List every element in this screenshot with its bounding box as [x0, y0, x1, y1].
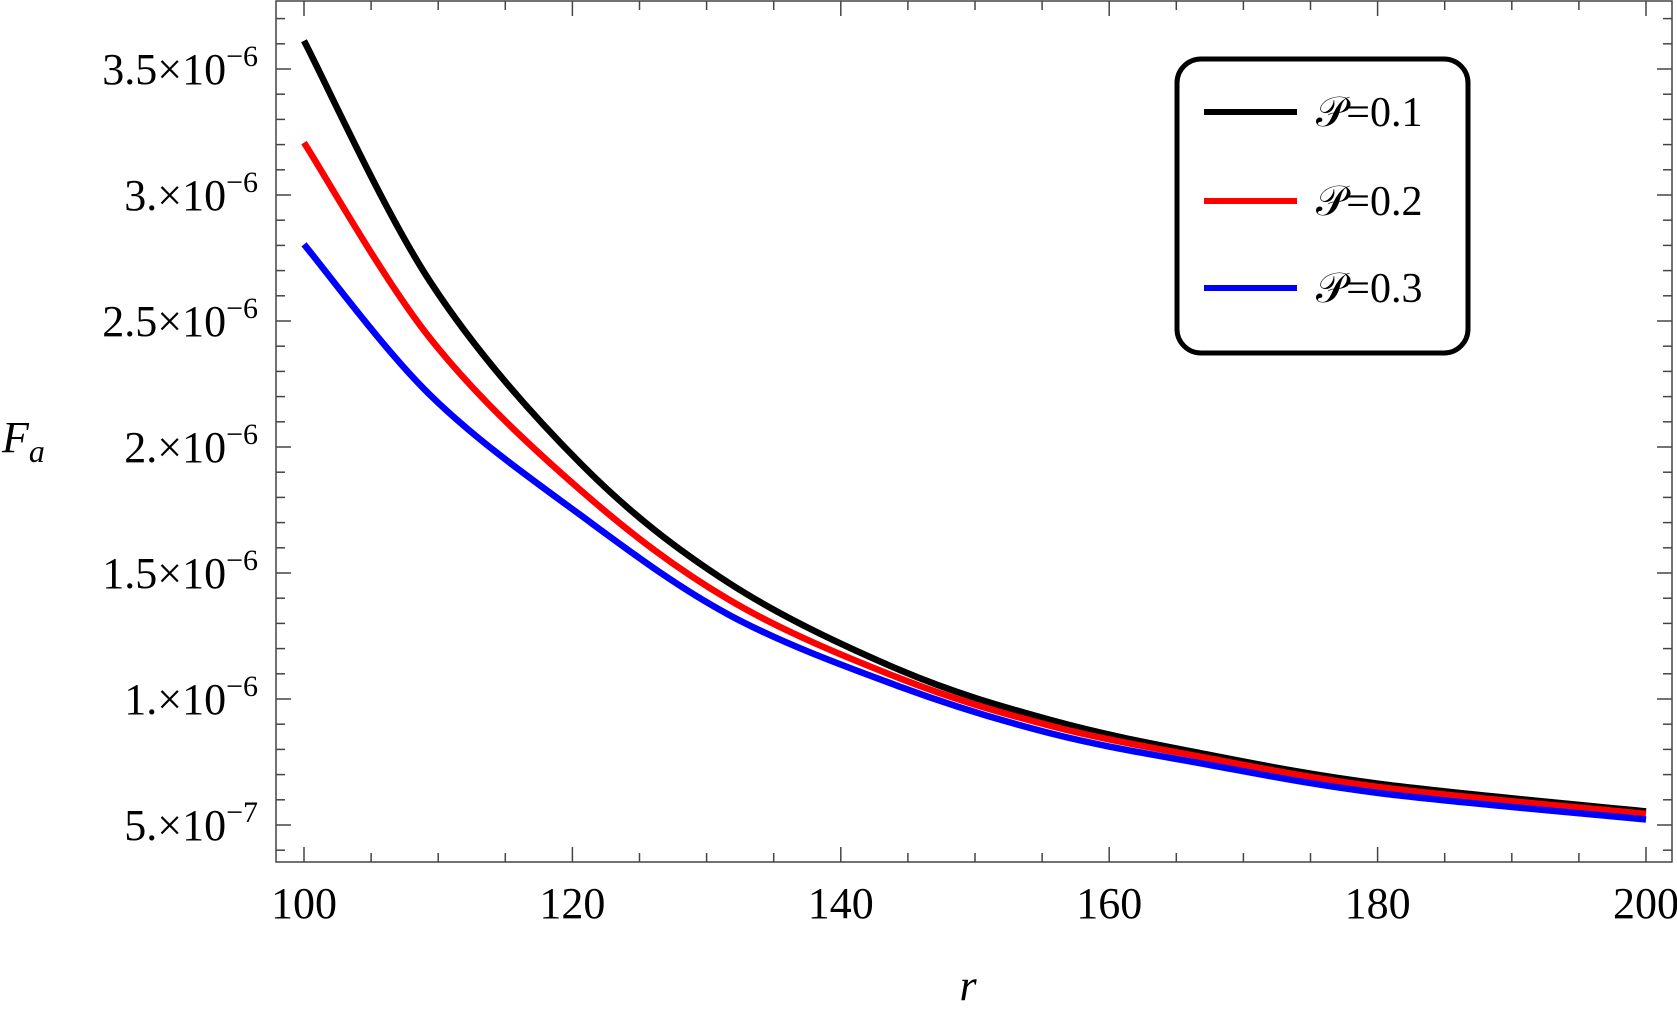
x-tick-label: 200 [1613, 879, 1677, 928]
y-tick-exponent: −7 [226, 796, 258, 829]
legend: 𝒫=0.1 𝒫=0.2 𝒫=0.3 [1174, 56, 1471, 356]
y-tick-label: 3.5×10−6 [102, 40, 258, 94]
y-tick-mantissa: 5. [124, 801, 157, 850]
y-axis-title-main: F [1, 413, 30, 462]
y-axis-title: Fa [1, 413, 45, 469]
legend-item: 𝒫=0.3 [1204, 266, 1422, 312]
y-tick-label: 1.5×10−6 [102, 544, 258, 598]
y-tick-mantissa: 1.5 [102, 549, 157, 598]
y-tick-times: ×10 [157, 297, 226, 346]
y-tick-exponent: −6 [226, 418, 258, 451]
x-tick-label: 160 [1076, 879, 1142, 928]
y-tick-mantissa: 2.5 [102, 297, 157, 346]
legend-label: 𝒫=0.1 [1316, 90, 1422, 136]
y-tick-exponent: −6 [226, 292, 258, 325]
legend-label: 𝒫=0.2 [1316, 179, 1422, 225]
y-tick-times: ×10 [157, 423, 226, 472]
y-tick-label: 2.5×10−6 [102, 292, 258, 346]
y-tick-times: ×10 [157, 675, 226, 724]
series-lines [301, 39, 1647, 823]
y-tick-label: 2.×10−6 [124, 418, 258, 472]
x-axis-title: r [959, 961, 977, 1010]
plot-frame [275, 0, 1673, 863]
legend-item: 𝒫=0.2 [1204, 179, 1422, 225]
y-tick-times: ×10 [157, 171, 226, 220]
y-tick-label: 1.×10−6 [124, 670, 258, 724]
x-tick-label: 120 [539, 879, 605, 928]
y-tick-exponent: −6 [226, 40, 258, 73]
y-tick-label: 5.×10−7 [124, 796, 258, 850]
series-line-2 [301, 140, 1647, 818]
x-tick-labels: 100 120 140 160 180 200 [271, 879, 1677, 928]
x-tick-label: 100 [271, 879, 337, 928]
x-tick-label: 140 [808, 879, 874, 928]
axis-ticks [276, 1, 1672, 862]
y-tick-mantissa: 3. [124, 171, 157, 220]
y-tick-mantissa: 2. [124, 423, 157, 472]
y-tick-times: ×10 [157, 801, 226, 850]
y-tick-exponent: −6 [226, 166, 258, 199]
legend-label: 𝒫=0.3 [1316, 266, 1422, 312]
y-tick-labels: 3.5×10−63.×10−62.5×10−62.×10−61.5×10−61.… [102, 40, 258, 850]
y-tick-exponent: −6 [226, 670, 258, 703]
series-line-3 [301, 242, 1647, 823]
x-tick-label: 180 [1345, 879, 1411, 928]
y-axis-title-subscript: a [29, 433, 45, 469]
y-tick-exponent: −6 [226, 544, 258, 577]
y-tick-times: ×10 [157, 45, 226, 94]
y-tick-label: 3.×10−6 [124, 166, 258, 220]
y-tick-mantissa: 3.5 [102, 45, 157, 94]
y-tick-mantissa: 1. [124, 675, 157, 724]
legend-box [1174, 56, 1471, 356]
y-tick-times: ×10 [157, 549, 226, 598]
legend-item: 𝒫=0.1 [1204, 90, 1422, 136]
